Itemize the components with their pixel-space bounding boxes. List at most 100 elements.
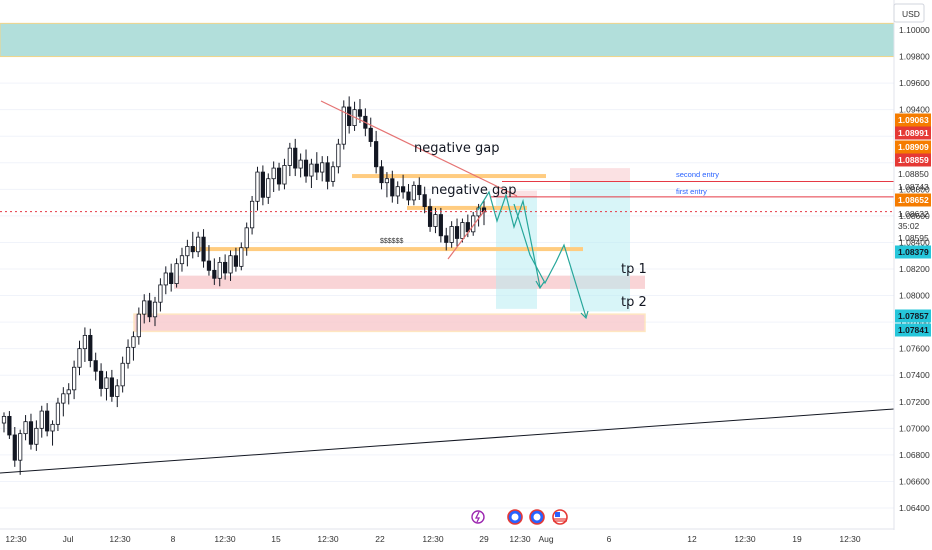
- candle-body[interactable]: [104, 377, 109, 389]
- candle-body[interactable]: [147, 300, 152, 318]
- candle-body[interactable]: [298, 159, 303, 169]
- x-tick-label[interactable]: 12:30: [422, 534, 444, 544]
- candle-body[interactable]: [61, 393, 66, 404]
- candle-body[interactable]: [454, 226, 460, 239]
- candle-body[interactable]: [212, 269, 217, 279]
- x-tick-label[interactable]: 29: [479, 534, 489, 544]
- candle-body[interactable]: [320, 162, 325, 173]
- candle-body[interactable]: [125, 346, 131, 364]
- candle-body[interactable]: [34, 427, 39, 445]
- candle-body[interactable]: [325, 162, 330, 182]
- x-tick-label[interactable]: 12:30: [214, 534, 236, 544]
- candle-body[interactable]: [206, 260, 212, 271]
- us-flag-event-icon-3[interactable]: [552, 509, 568, 525]
- currency-button[interactable]: [893, 3, 925, 23]
- candle-body[interactable]: [276, 167, 282, 185]
- candle-body[interactable]: [406, 191, 411, 201]
- drawings[interactable]: [0, 100, 895, 474]
- candle-body[interactable]: [39, 410, 44, 429]
- candle-body[interactable]: [196, 236, 201, 253]
- candle-body[interactable]: [98, 370, 104, 389]
- bolt-icon[interactable]: [471, 510, 485, 524]
- candle-body[interactable]: [260, 171, 265, 198]
- x-tick-label[interactable]: 19: [792, 534, 802, 544]
- candle-body[interactable]: [438, 214, 443, 237]
- candle-body[interactable]: [347, 106, 352, 126]
- candle-body[interactable]: [45, 410, 50, 432]
- time-axis[interactable]: 12:30 Jul 12:30 8 12:30 15 12:30 22 12:30 29 12:30…: [5, 534, 861, 544]
- candle-body[interactable]: [293, 147, 298, 169]
- x-tick-label[interactable]: Jul: [63, 534, 74, 544]
- candle-body[interactable]: [28, 421, 34, 445]
- candle-body[interactable]: [395, 186, 400, 197]
- us-flag-event-icon-2[interactable]: [529, 509, 545, 525]
- candle-body[interactable]: [55, 402, 61, 425]
- candle-body[interactable]: [109, 377, 114, 397]
- candle-body[interactable]: [249, 200, 255, 229]
- candle-body[interactable]: [427, 206, 433, 227]
- candle-body[interactable]: [287, 147, 292, 166]
- candle-body[interactable]: [179, 255, 185, 265]
- candle-body[interactable]: [82, 334, 87, 350]
- candle-body[interactable]: [217, 261, 222, 279]
- candle-body[interactable]: [50, 423, 55, 432]
- candle-body[interactable]: [228, 255, 233, 274]
- candle-body[interactable]: [255, 171, 260, 202]
- candle-body[interactable]: [282, 165, 287, 185]
- candle-body[interactable]: [174, 263, 179, 285]
- x-tick-label[interactable]: 12:30: [734, 534, 756, 544]
- candle-body[interactable]: [266, 178, 271, 198]
- x-tick-label[interactable]: 12:30: [109, 534, 131, 544]
- x-tick-label[interactable]: 12:30: [509, 534, 531, 544]
- candle-body[interactable]: [115, 385, 120, 397]
- candle-body[interactable]: [239, 247, 244, 267]
- candle-body[interactable]: [384, 178, 390, 184]
- projection-path-1[interactable]: [477, 190, 541, 288]
- projection-path-2[interactable]: [513, 203, 587, 318]
- candle-body[interactable]: [368, 127, 373, 142]
- price-axis[interactable]: [894, 0, 932, 550]
- candle-body[interactable]: [18, 433, 23, 461]
- candle-body[interactable]: [142, 300, 147, 315]
- x-tick-label[interactable]: 8: [171, 534, 176, 544]
- candle-body[interactable]: [417, 184, 422, 196]
- x-tick-label[interactable]: Aug: [538, 534, 553, 544]
- candle-body[interactable]: [190, 246, 195, 253]
- candle-body[interactable]: [120, 362, 125, 387]
- candle-body[interactable]: [201, 236, 206, 262]
- candle-body[interactable]: [271, 167, 276, 180]
- long-trendline[interactable]: [0, 408, 895, 474]
- x-tick-label[interactable]: 22: [375, 534, 385, 544]
- candle-body[interactable]: [422, 194, 427, 207]
- candle-body[interactable]: [131, 336, 136, 348]
- candle-body[interactable]: [336, 143, 341, 168]
- candle-body[interactable]: [158, 284, 163, 303]
- x-tick-label[interactable]: 12:30: [5, 534, 27, 544]
- x-tick-label[interactable]: 12:30: [839, 534, 861, 544]
- candle-body[interactable]: [449, 226, 454, 243]
- candle-body[interactable]: [12, 434, 17, 461]
- candle-body[interactable]: [7, 415, 12, 436]
- candle-body[interactable]: [233, 255, 239, 267]
- candle-body[interactable]: [314, 163, 319, 173]
- candle-body[interactable]: [433, 214, 438, 227]
- x-tick-label[interactable]: 15: [271, 534, 281, 544]
- candle-body[interactable]: [444, 235, 449, 243]
- candle-body[interactable]: [1, 415, 7, 424]
- candle-body[interactable]: [66, 389, 71, 395]
- candle-body[interactable]: [223, 261, 228, 274]
- x-tick-label[interactable]: 12:30: [317, 534, 339, 544]
- candle-body[interactable]: [77, 348, 82, 368]
- x-tick-label[interactable]: 12: [687, 534, 697, 544]
- candle-body[interactable]: [330, 166, 336, 182]
- descending-trendline[interactable]: [320, 100, 518, 197]
- candle-body[interactable]: [93, 360, 98, 372]
- candle-body[interactable]: [401, 186, 406, 193]
- candle-body[interactable]: [169, 272, 174, 285]
- candle-body[interactable]: [379, 166, 384, 184]
- candle-body[interactable]: [72, 366, 77, 391]
- candle-body[interactable]: [309, 163, 314, 177]
- us-flag-event-icon-1[interactable]: [507, 509, 523, 525]
